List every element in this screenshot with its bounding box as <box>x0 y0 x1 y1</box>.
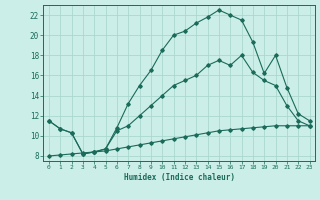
X-axis label: Humidex (Indice chaleur): Humidex (Indice chaleur) <box>124 173 235 182</box>
